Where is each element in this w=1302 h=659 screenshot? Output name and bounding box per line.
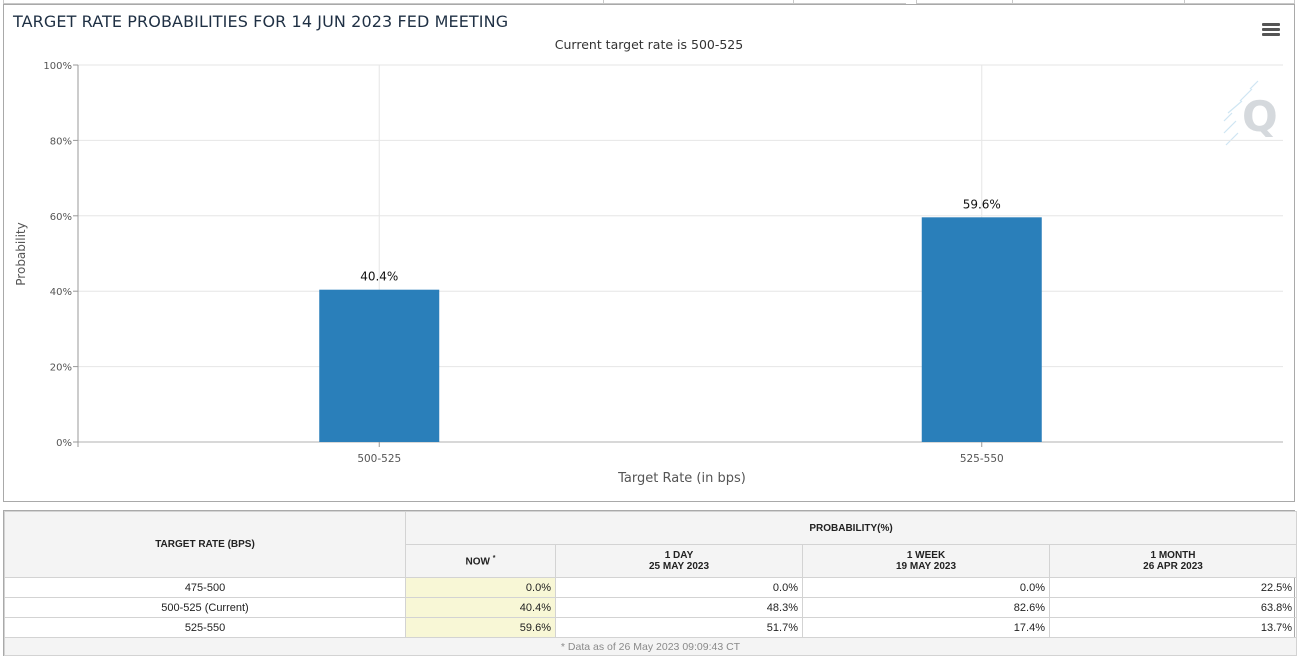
tab-strip-segment <box>793 0 906 4</box>
top-tab-strip <box>0 0 1302 4</box>
header-1week-label: 1 WEEK <box>906 550 946 561</box>
y-axis-label: Probability <box>14 222 28 285</box>
chart-subtitle: Current target rate is 500-525 <box>554 37 744 52</box>
header-1day-label: 1 DAY <box>664 550 694 561</box>
rate-cell: 500-525 (Current) <box>4 597 406 618</box>
1week-cell: 82.6% <box>802 597 1050 618</box>
1month-cell: 63.8% <box>1048 597 1298 618</box>
y-tick-label: 0% <box>56 438 72 449</box>
probability-table-panel: TARGET RATE (BPS) PROBABILITY(%) NOW * 1… <box>3 510 1298 656</box>
1day-cell: 0.0% <box>555 577 803 598</box>
bar-525-550[interactable] <box>921 217 1042 442</box>
header-1month-date: 26 APR 2023 <box>1143 561 1203 572</box>
table-row: 500-525 (Current) 40.4% 48.3% 82.6% 63.8… <box>4 597 1298 618</box>
header-1month-label: 1 MONTH <box>1150 550 1196 561</box>
1week-cell: 0.0% <box>802 577 1050 598</box>
y-tick-label: 40% <box>50 287 72 298</box>
x-tick-label: 500-525 <box>357 453 401 465</box>
header-now: NOW * <box>405 544 556 578</box>
tab-strip-segment <box>916 0 1012 4</box>
chart-panel: TARGET RATE PROBABILITIES FOR 14 JUN 202… <box>3 4 1295 502</box>
now-cell: 40.4% <box>405 597 556 618</box>
quikstrike-q-logo-icon: Q <box>1223 80 1278 146</box>
bar-500-525[interactable] <box>319 289 440 442</box>
tab-strip-segment <box>1012 0 1184 4</box>
1day-cell: 51.7% <box>555 617 803 638</box>
hamburger-menu-icon[interactable] <box>1262 23 1280 37</box>
1month-cell: 13.7% <box>1048 617 1298 638</box>
header-1day-date: 25 MAY 2023 <box>648 561 710 572</box>
probability-table: TARGET RATE (BPS) PROBABILITY(%) NOW * 1… <box>3 511 1298 656</box>
y-tick-label: 80% <box>50 136 72 147</box>
bar-chart-plot: 0% 20% 40% 60% 80% 100% 40.4% 59.6% 500-525 525… <box>14 61 1283 486</box>
x-axis-label: Target Rate (in bps) <box>617 471 746 486</box>
chart-title: TARGET RATE PROBABILITIES FOR 14 JUN 202… <box>13 12 509 31</box>
1week-cell: 17.4% <box>802 617 1050 638</box>
bar-data-label: 40.4% <box>360 270 398 284</box>
watermark-letter: Q <box>1242 92 1278 141</box>
table-footnote-row: * Data as of 26 May 2023 09:09:43 CT <box>3 637 1298 656</box>
header-now-label: NOW <box>465 556 490 568</box>
rate-cell: 475-500 <box>4 577 406 598</box>
table-row: 525-550 59.6% 51.7% 17.4% 13.7% <box>4 617 1298 638</box>
tab-strip-segment <box>1184 0 1295 4</box>
header-probability: PROBABILITY(%) <box>404 511 1298 545</box>
y-tick-label: 100% <box>43 61 72 72</box>
table-footnote: * Data as of 26 May 2023 09:09:43 CT <box>3 637 1298 656</box>
now-cell: 59.6% <box>405 617 556 638</box>
x-tick-label: 525-550 <box>960 453 1004 465</box>
tab-strip-segment <box>3 0 603 4</box>
header-1month: 1 MONTH 26 APR 2023 <box>1048 544 1298 578</box>
rate-cell: 525-550 <box>4 617 406 638</box>
header-target-rate: TARGET RATE (BPS) <box>4 511 406 578</box>
1day-cell: 48.3% <box>555 597 803 618</box>
y-tick-label: 20% <box>50 363 72 374</box>
bar-data-label: 59.6% <box>963 197 1001 211</box>
header-1week-date: 19 MAY 2023 <box>895 561 957 572</box>
header-1day: 1 DAY 25 MAY 2023 <box>555 544 803 578</box>
y-tick-label: 60% <box>50 212 72 223</box>
table-row: 475-500 0.0% 0.0% 0.0% 22.5% <box>4 577 1298 598</box>
header-now-mark: * <box>492 554 496 562</box>
1month-cell: 22.5% <box>1048 577 1298 598</box>
tab-strip-segment <box>603 0 793 4</box>
now-cell: 0.0% <box>405 577 556 598</box>
header-1week: 1 WEEK 19 MAY 2023 <box>802 544 1050 578</box>
